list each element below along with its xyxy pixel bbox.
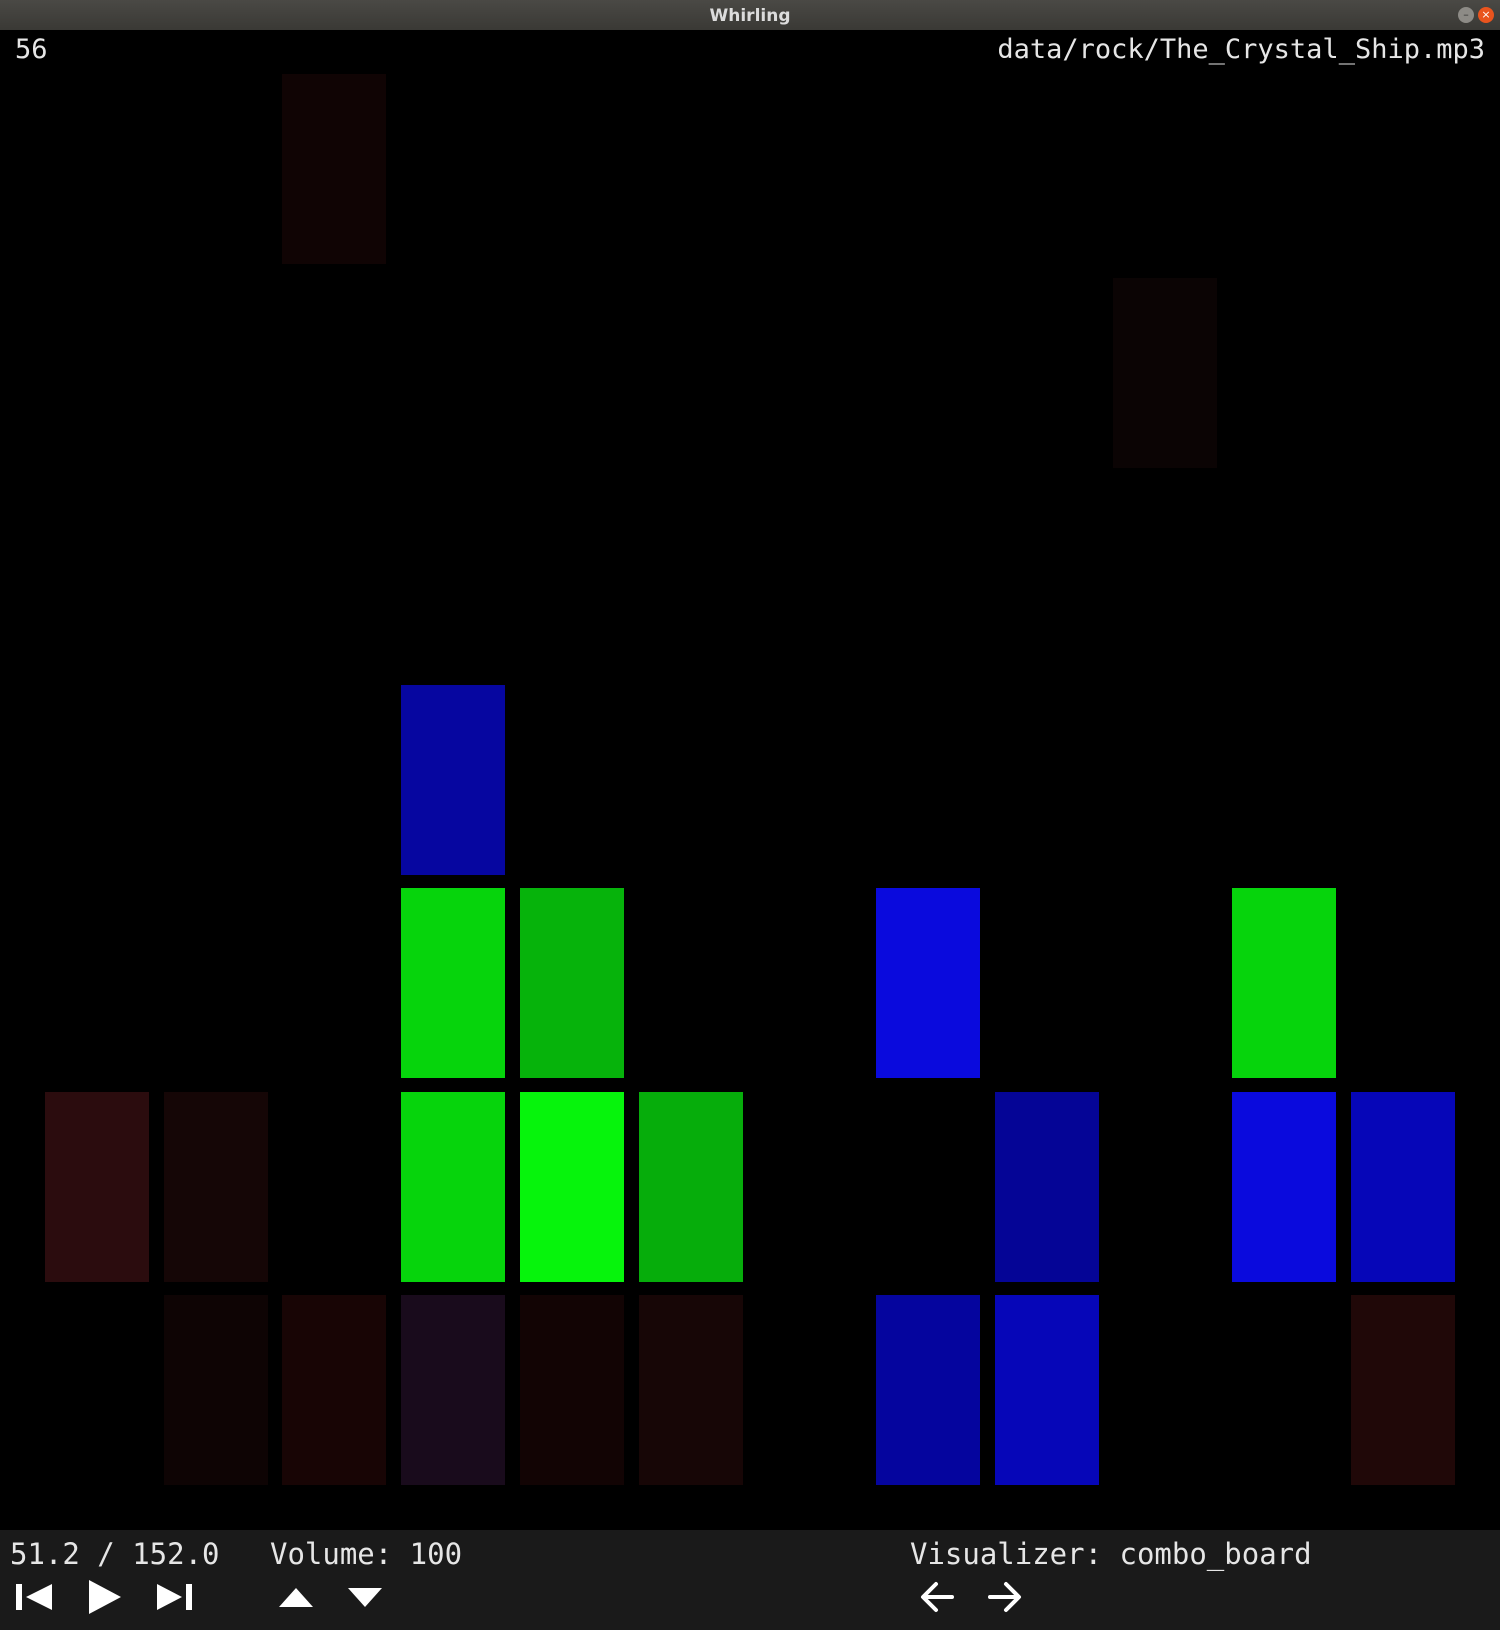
board-cell — [520, 1092, 624, 1282]
board-cell — [520, 1295, 624, 1485]
board-cell — [1351, 1092, 1455, 1282]
board-cell — [520, 888, 624, 1078]
board-cell — [1232, 888, 1336, 1078]
board-cell — [1351, 1295, 1455, 1485]
board-cell — [45, 1092, 149, 1282]
board-cell — [876, 1295, 980, 1485]
play-icon[interactable] — [86, 1576, 124, 1616]
board-cell — [1113, 278, 1217, 468]
board-cell — [401, 1092, 505, 1282]
board-cell — [1232, 1092, 1336, 1282]
frame-counter: 56 — [15, 34, 48, 65]
board-cell — [282, 1295, 386, 1485]
board-cell — [995, 1092, 1099, 1282]
track-file-path: data/rock/The_Crystal_Ship.mp3 — [997, 34, 1485, 65]
board-cell — [164, 1295, 268, 1485]
minimize-button[interactable]: – — [1458, 7, 1474, 23]
next-visualizer-icon[interactable] — [986, 1576, 1024, 1616]
close-icon: × — [1481, 8, 1491, 21]
volume-level: Volume: 100 — [270, 1537, 463, 1571]
board-cell — [164, 1092, 268, 1282]
visualizer-canvas — [0, 30, 1500, 1530]
minimize-icon: – — [1463, 8, 1469, 21]
board-cell — [401, 1295, 505, 1485]
board-cell — [401, 888, 505, 1078]
visualizer-name: Visualizer: combo_board — [910, 1537, 1312, 1571]
board-cell — [876, 888, 980, 1078]
volume-up-icon[interactable] — [278, 1576, 314, 1616]
previous-visualizer-icon[interactable] — [918, 1576, 956, 1616]
board-cell — [639, 1295, 743, 1485]
board-cell — [401, 685, 505, 875]
playback-time: 51.2 / 152.0 — [10, 1537, 220, 1571]
next-track-icon[interactable] — [154, 1576, 196, 1616]
control-bar: 51.2 / 152.0 Volume: 100 Visualizer: com… — [0, 1530, 1500, 1630]
title-bar: Whirling – × — [0, 0, 1500, 31]
board-cell — [282, 74, 386, 264]
board-cell — [639, 1092, 743, 1282]
window-title: Whirling — [709, 6, 791, 26]
volume-down-icon[interactable] — [347, 1576, 383, 1616]
board-cell — [995, 1295, 1099, 1485]
previous-track-icon[interactable] — [14, 1576, 56, 1616]
close-button[interactable]: × — [1478, 7, 1494, 23]
